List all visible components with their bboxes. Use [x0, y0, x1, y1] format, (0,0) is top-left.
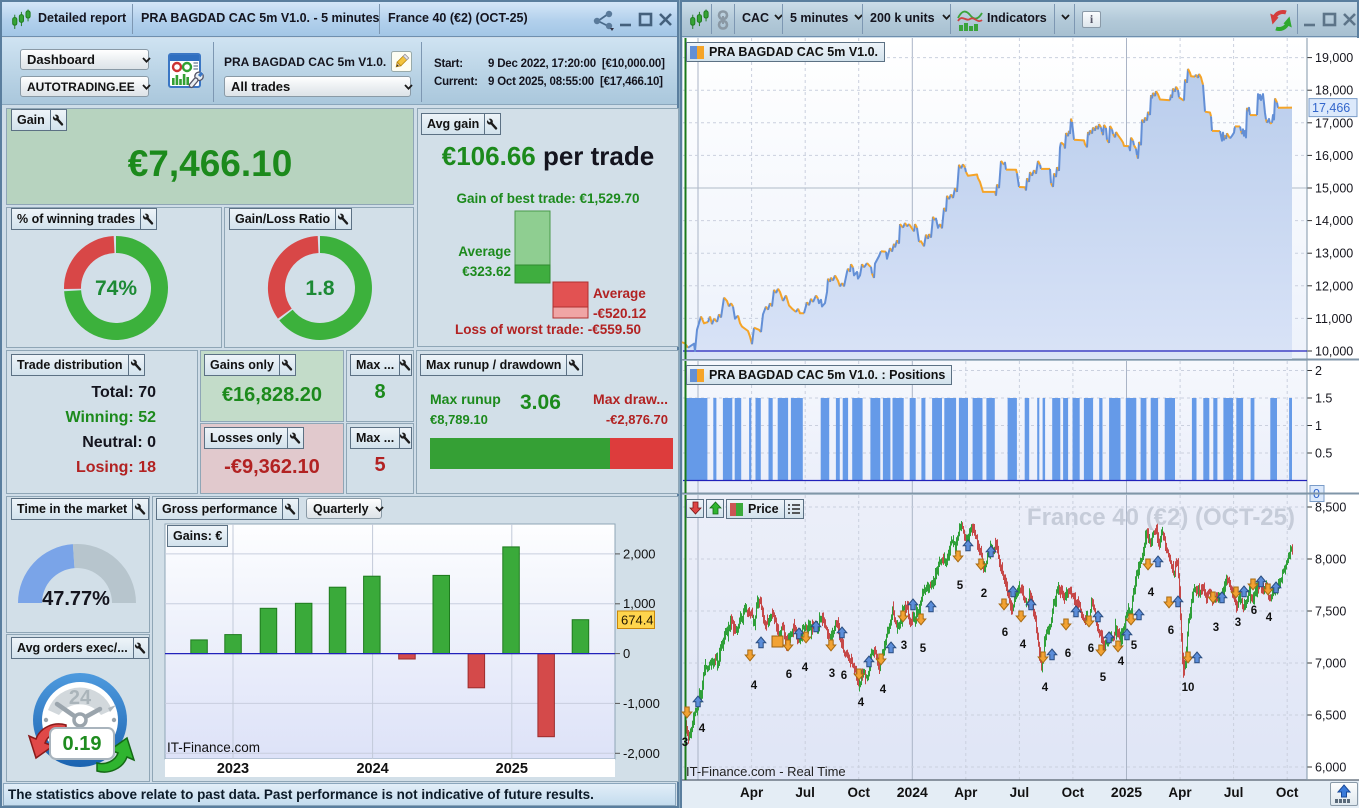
svg-text:Apr: Apr — [1168, 785, 1192, 800]
svg-text:6: 6 — [1065, 648, 1071, 660]
svg-text:Oct: Oct — [847, 785, 870, 800]
svg-text:4: 4 — [1148, 587, 1155, 599]
svg-text:IT-Finance.com - Real Time: IT-Finance.com - Real Time — [686, 764, 846, 779]
svg-text:2: 2 — [981, 588, 987, 600]
svg-text:10: 10 — [1182, 682, 1195, 694]
svg-text:Oct: Oct — [1062, 785, 1085, 800]
svg-text:4: 4 — [802, 662, 809, 674]
svg-text:7,500: 7,500 — [1315, 605, 1346, 619]
svg-text:7,000: 7,000 — [1315, 657, 1346, 671]
svg-text:4: 4 — [880, 684, 887, 696]
svg-text:15,000: 15,000 — [1315, 182, 1353, 196]
svg-text:17,466: 17,466 — [1312, 101, 1350, 115]
svg-text:France 40 (€2) (OCT-25): France 40 (€2) (OCT-25) — [1027, 504, 1295, 531]
svg-text:6: 6 — [1088, 643, 1094, 655]
svg-text:2023: 2023 — [217, 761, 249, 777]
svg-text:4: 4 — [1118, 656, 1125, 668]
svg-text:3: 3 — [901, 640, 907, 652]
svg-text:-1,000: -1,000 — [623, 696, 660, 711]
svg-text:3: 3 — [829, 668, 835, 680]
svg-text:2: 2 — [1315, 364, 1322, 378]
svg-text:14,000: 14,000 — [1315, 214, 1353, 228]
svg-text:12,000: 12,000 — [1315, 279, 1353, 293]
svg-text:4: 4 — [1042, 682, 1049, 694]
svg-text:Jul: Jul — [1010, 785, 1030, 800]
svg-text:3: 3 — [682, 737, 688, 749]
svg-text:4: 4 — [751, 680, 758, 692]
svg-text:Apr: Apr — [954, 785, 978, 800]
svg-text:6: 6 — [786, 669, 792, 681]
svg-text:11,000: 11,000 — [1315, 312, 1352, 326]
svg-text:6: 6 — [1002, 627, 1008, 639]
svg-text:4: 4 — [858, 697, 865, 709]
svg-text:674.4: 674.4 — [621, 613, 654, 628]
svg-text:0: 0 — [623, 646, 630, 661]
svg-text:Apr: Apr — [740, 785, 764, 800]
svg-text:8,500: 8,500 — [1315, 501, 1346, 515]
svg-text:2,000: 2,000 — [623, 546, 656, 561]
svg-text:4: 4 — [699, 723, 706, 735]
svg-text:Oct: Oct — [1276, 785, 1299, 800]
svg-text:18,000: 18,000 — [1315, 84, 1353, 98]
svg-text:Jul: Jul — [1224, 785, 1244, 800]
svg-text:1,000: 1,000 — [623, 596, 656, 611]
svg-text:5: 5 — [957, 580, 964, 592]
svg-text:4: 4 — [1266, 612, 1273, 624]
svg-text:4: 4 — [1020, 639, 1027, 651]
svg-text:5: 5 — [1100, 672, 1107, 684]
svg-text:19,000: 19,000 — [1315, 51, 1353, 65]
svg-text:3: 3 — [1235, 617, 1241, 629]
svg-text:IT-Finance.com: IT-Finance.com — [167, 740, 260, 755]
svg-text:6: 6 — [1251, 605, 1257, 617]
svg-text:-2,000: -2,000 — [623, 746, 660, 761]
svg-text:6: 6 — [1168, 625, 1174, 637]
svg-text:2025: 2025 — [496, 761, 528, 777]
svg-text:6,500: 6,500 — [1315, 709, 1346, 723]
svg-text:10,000: 10,000 — [1315, 345, 1353, 359]
svg-text:0.5: 0.5 — [1315, 447, 1332, 461]
svg-text:6,000: 6,000 — [1315, 761, 1346, 775]
svg-text:5: 5 — [1131, 640, 1138, 652]
svg-text:13,000: 13,000 — [1315, 247, 1353, 261]
svg-text:8,000: 8,000 — [1315, 553, 1346, 567]
svg-text:6: 6 — [841, 670, 847, 682]
svg-text:2024: 2024 — [356, 761, 388, 777]
svg-text:16,000: 16,000 — [1315, 149, 1353, 163]
svg-text:2025: 2025 — [1111, 784, 1142, 800]
svg-text:5: 5 — [920, 643, 927, 655]
svg-text:24: 24 — [69, 687, 92, 709]
svg-text:17,000: 17,000 — [1315, 116, 1353, 130]
svg-text:1: 1 — [1315, 419, 1322, 433]
svg-text:2024: 2024 — [897, 784, 928, 800]
svg-text:Jul: Jul — [795, 785, 815, 800]
svg-text:3: 3 — [1213, 622, 1219, 634]
svg-text:1.5: 1.5 — [1315, 392, 1332, 406]
